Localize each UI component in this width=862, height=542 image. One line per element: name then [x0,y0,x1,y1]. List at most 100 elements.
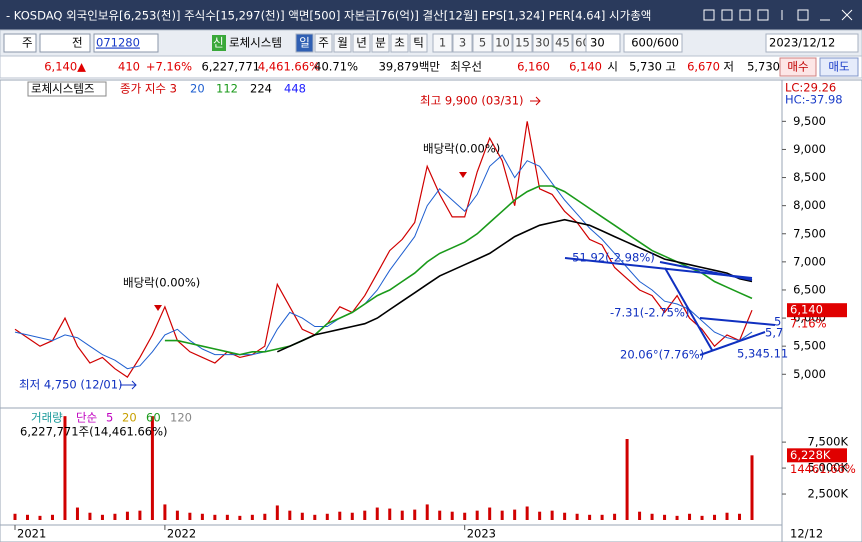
sell-button[interactable] [819,57,859,77]
scope-select[interactable] [39,33,91,53]
legend-entry: 448 [284,82,306,96]
volume-bar [138,510,142,520]
plot-area [0,79,783,526]
dividend-annotation: 배당락(0.00%) [123,276,200,290]
series-line [164,185,753,356]
volume-tick-label: 7,500K [808,435,849,449]
interval-select-label: 30 [590,36,605,50]
period-button[interactable] [295,33,314,53]
trend-line [659,261,753,281]
volume-bar [675,515,679,520]
quote-item: 고 [665,60,676,74]
series-line [14,154,753,370]
x-tick-label: 2023 [467,527,496,541]
volume-bar [650,513,654,520]
high-annotation: 최고 9,900 (03/31) [420,94,524,108]
interval-label: 30 [535,36,550,50]
legend-box [27,81,107,97]
interval-label: 1 [439,36,446,50]
volume-ma-period: 60 [146,411,161,425]
quote-item: 40.71% [314,60,358,74]
volume-bar [238,515,242,520]
quote-item: 5,730 [629,60,662,74]
quote-item: +7.16% [146,60,192,74]
quote-item: 시 [607,60,618,74]
interval-select[interactable] [585,33,621,53]
volume-bar [600,514,604,520]
y-tick-label: 5,500 [793,339,826,353]
interval-button[interactable] [452,33,473,53]
volume-bar [100,514,104,520]
period-label: 분 [375,36,386,50]
volume-bar [563,512,567,520]
period-button[interactable] [352,33,371,53]
y-tick-label: 5,000 [793,367,826,381]
interval-button[interactable] [512,33,533,53]
volume-bar [50,514,54,520]
period-button[interactable] [333,33,352,53]
quote-item: 6,670 [687,60,720,74]
scope-label: 전 [72,36,83,50]
volume-bar [338,511,342,520]
volume-bar [688,513,692,520]
volume-ma-period: 120 [170,411,192,425]
stock-name: 로체시스템 [229,36,282,50]
quote-item: 저 [723,60,734,74]
period-button[interactable] [390,33,409,53]
interval-button[interactable] [432,33,453,53]
quote-item: 6,140▲ [44,60,86,74]
period-button[interactable] [409,33,428,53]
sell-label: 매도 [828,60,849,74]
volume-info: 6,227,771주(14,461.66%) [20,425,168,439]
code-input[interactable] [93,33,159,53]
date-input[interactable] [765,33,859,53]
lc-label: LC:29.26 [785,81,836,95]
y-tick-label: 7,500 [793,226,826,240]
period-label: 월 [337,36,348,50]
trend-annotation: 5,7 [765,326,783,340]
volume-bar [550,510,554,520]
trend-line [699,331,766,356]
low-arrow [120,380,137,390]
buy-label: 매수 [787,60,808,74]
y-tick-label: 7,000 [793,254,826,268]
volume-bar [613,513,617,520]
volume-bar [525,506,529,520]
volume-bar [725,512,729,520]
volume-bar [663,514,667,520]
quote-item: 최우선 [450,60,482,74]
title-bar [0,0,862,30]
volume-ma-label: 단순 [76,411,97,425]
volume-bar [225,514,229,520]
interval-button[interactable] [492,33,513,53]
count-input[interactable] [623,33,683,53]
volume-bar [363,510,367,520]
volume-bar [250,514,254,520]
period-label: 년 [356,36,367,50]
trend-annotation: 5,345.11 [737,347,788,361]
volume-bar [750,455,754,520]
volume-bar [63,416,67,520]
y-tick-label: 9,000 [793,142,826,156]
volume-bar [263,513,267,520]
period-button[interactable] [371,33,390,53]
last-price-label: 6,140 [790,303,823,317]
interval-button[interactable] [532,33,553,53]
buy-button[interactable] [779,57,817,77]
volume-bar [188,512,192,520]
period-button[interactable] [314,33,333,53]
interval-button[interactable] [472,33,493,53]
volume-bar [38,515,42,520]
trend-annotation: -51.92(-2.98%) [568,251,655,265]
volume-bar [163,504,167,520]
dividend-arrow [154,305,162,311]
volume-bar [13,513,17,520]
volume-last-label: 6,228K [790,448,831,462]
market-select[interactable] [3,33,37,53]
interval-button[interactable] [552,33,573,53]
window-icons[interactable] [703,9,853,21]
volume-last-box [787,448,847,463]
y-tick-label: 6,500 [793,282,826,296]
volume-bar [538,511,542,520]
